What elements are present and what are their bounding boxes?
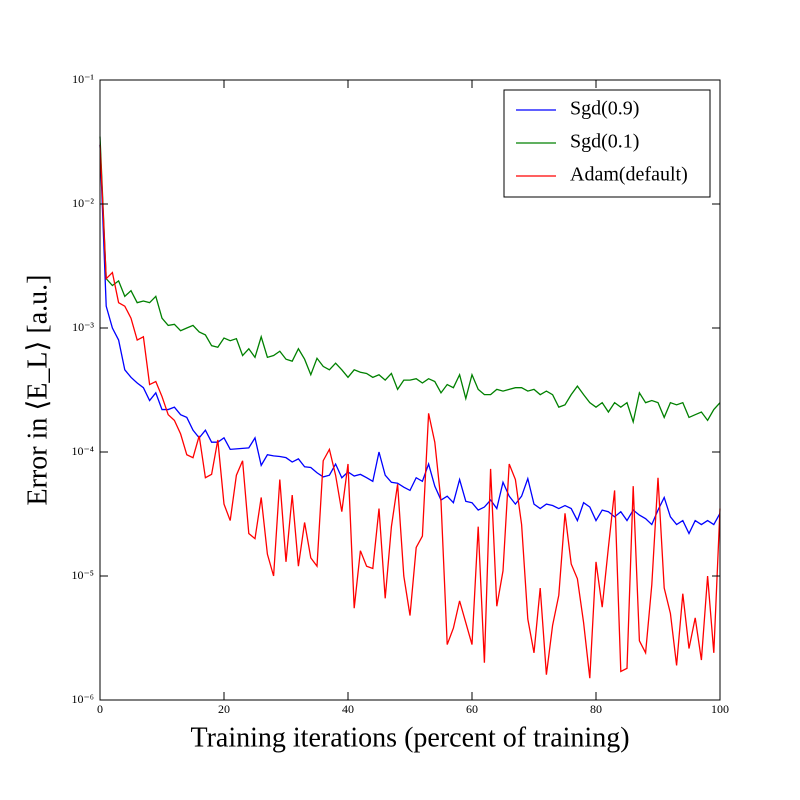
legend-label: Adam(default) [570,164,688,186]
y-tick-label: 10⁻¹ [72,72,94,86]
x-tick-label: 80 [590,702,602,716]
series-line [99,144,721,679]
series-line [99,144,721,536]
y-tick-label: 10⁻⁴ [71,444,94,458]
y-tick-label: 10⁻² [72,196,94,210]
x-tick-label: 100 [711,702,729,716]
legend-label: Sgd(0.9) [570,98,639,120]
x-axis-label: Training iterations (percent of training… [190,722,629,753]
x-tick-label: 60 [466,702,478,716]
x-tick-label: 40 [342,702,354,716]
y-tick-label: 10⁻⁵ [71,568,94,582]
plot-frame [99,79,721,701]
x-tick-label: 0 [97,702,103,716]
legend-label: Sgd(0.1) [570,131,639,153]
y-axis-label: Error in ⟨E_L⟩ [a.u.] [22,275,53,506]
y-tick-label: 10⁻³ [72,320,94,334]
y-tick-label: 10⁻⁶ [71,692,94,706]
series-line [99,136,721,425]
x-tick-label: 20 [218,702,230,716]
